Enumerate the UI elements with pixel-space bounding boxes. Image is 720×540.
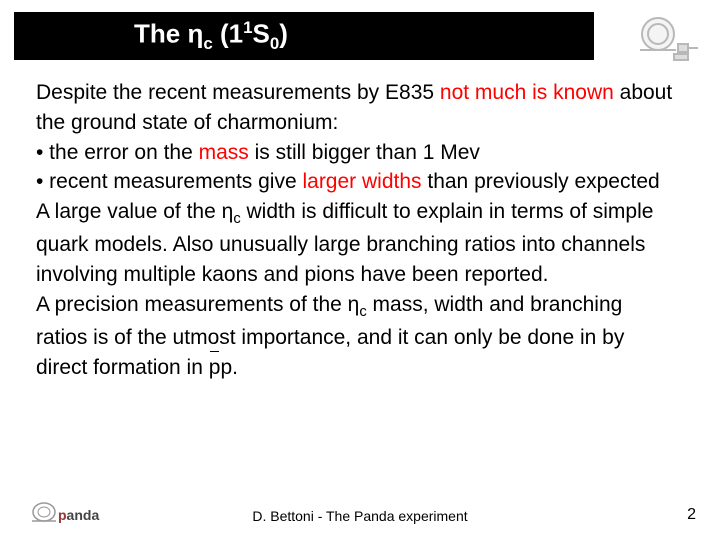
title-open: (1 bbox=[213, 19, 243, 49]
footer-author: D. Bettoni - The Panda experiment bbox=[0, 508, 720, 524]
para1-highlight: not much is known bbox=[440, 81, 614, 104]
para2-a: A large value of the η bbox=[36, 200, 233, 223]
title-close: ) bbox=[279, 19, 288, 49]
bullet1-b: is still bigger than 1 Mev bbox=[249, 141, 480, 164]
title-eta-sub: c bbox=[203, 34, 212, 53]
title-eta: η bbox=[187, 19, 203, 49]
bullet2-b: than previously expected bbox=[422, 170, 660, 193]
slide-title: The ηc (11S0) bbox=[134, 18, 288, 54]
para3-pbar: p bbox=[209, 353, 221, 383]
title-bar: The ηc (11S0) bbox=[14, 12, 594, 60]
bullet2-a: • recent measurements give bbox=[36, 170, 302, 193]
title-s-sub: 0 bbox=[270, 34, 279, 53]
para3-sub: c bbox=[359, 304, 366, 320]
detector-icon bbox=[630, 14, 700, 64]
bullet1-highlight: mass bbox=[199, 141, 249, 164]
para2-sub: c bbox=[233, 211, 240, 227]
title-prefix: The bbox=[134, 19, 187, 49]
title-s: S bbox=[253, 19, 270, 49]
bullet2-highlight: larger widths bbox=[302, 170, 421, 193]
para3-a: A precision measurements of the η bbox=[36, 293, 359, 316]
para3-c: p. bbox=[220, 356, 238, 379]
page-number: 2 bbox=[687, 506, 696, 524]
title-sup: 1 bbox=[243, 18, 252, 37]
para1-a: Despite the recent measurements by E835 bbox=[36, 81, 440, 104]
bullet1-a: • the error on the bbox=[36, 141, 199, 164]
slide-body: Despite the recent measurements by E835 … bbox=[36, 78, 676, 383]
